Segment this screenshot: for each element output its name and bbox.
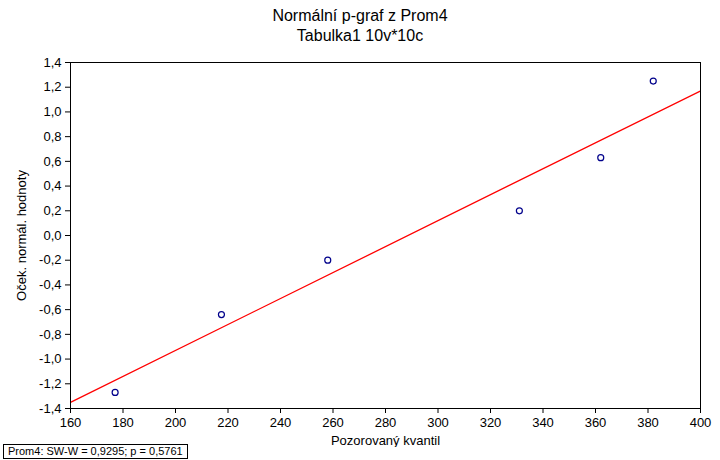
svg-text:1,0: 1,0 xyxy=(43,104,61,119)
svg-text:280: 280 xyxy=(375,415,397,430)
svg-text:300: 300 xyxy=(427,415,449,430)
svg-text:-0,6: -0,6 xyxy=(39,302,61,317)
svg-text:0,8: 0,8 xyxy=(43,129,61,144)
svg-text:380: 380 xyxy=(637,415,659,430)
html-text:Normální p-graf z Prom4: Normální p-graf z Prom4 xyxy=(272,7,448,24)
svg-text:320: 320 xyxy=(480,415,502,430)
svg-text:-0,2: -0,2 xyxy=(39,252,61,267)
svg-text:360: 360 xyxy=(585,415,607,430)
svg-text:180: 180 xyxy=(112,415,134,430)
svg-text:-1,4: -1,4 xyxy=(39,401,61,416)
svg-text:340: 340 xyxy=(532,415,554,430)
svg-text:160: 160 xyxy=(60,415,82,430)
svg-text:-1,0: -1,0 xyxy=(39,351,61,366)
svg-text:0,0: 0,0 xyxy=(43,228,61,243)
svg-text:Pozorovaný kvantil: Pozorovaný kvantil xyxy=(331,433,440,448)
svg-text:220: 220 xyxy=(217,415,239,430)
svg-text:0,6: 0,6 xyxy=(43,154,61,169)
svg-text:240: 240 xyxy=(270,415,292,430)
svg-text:-0,8: -0,8 xyxy=(39,327,61,342)
svg-text:260: 260 xyxy=(322,415,344,430)
html-text:Prom4: SW-W = 0,9295; p = 0,57: Prom4: SW-W = 0,9295; p = 0,5761 xyxy=(8,445,183,457)
svg-text:400: 400 xyxy=(690,415,712,430)
svg-text:1,4: 1,4 xyxy=(43,55,61,70)
svg-text:-1,2: -1,2 xyxy=(39,376,61,391)
svg-text:-0,4: -0,4 xyxy=(39,277,61,292)
svg-text:200: 200 xyxy=(165,415,187,430)
svg-text:0,2: 0,2 xyxy=(43,203,61,218)
html-text:Tabulka1 10v*10c: Tabulka1 10v*10c xyxy=(296,27,424,44)
svg-text:1,2: 1,2 xyxy=(43,79,61,94)
svg-text:Oček. normál. hodnoty: Oček. normál. hodnoty xyxy=(14,170,29,301)
svg-text:0,4: 0,4 xyxy=(43,178,61,193)
